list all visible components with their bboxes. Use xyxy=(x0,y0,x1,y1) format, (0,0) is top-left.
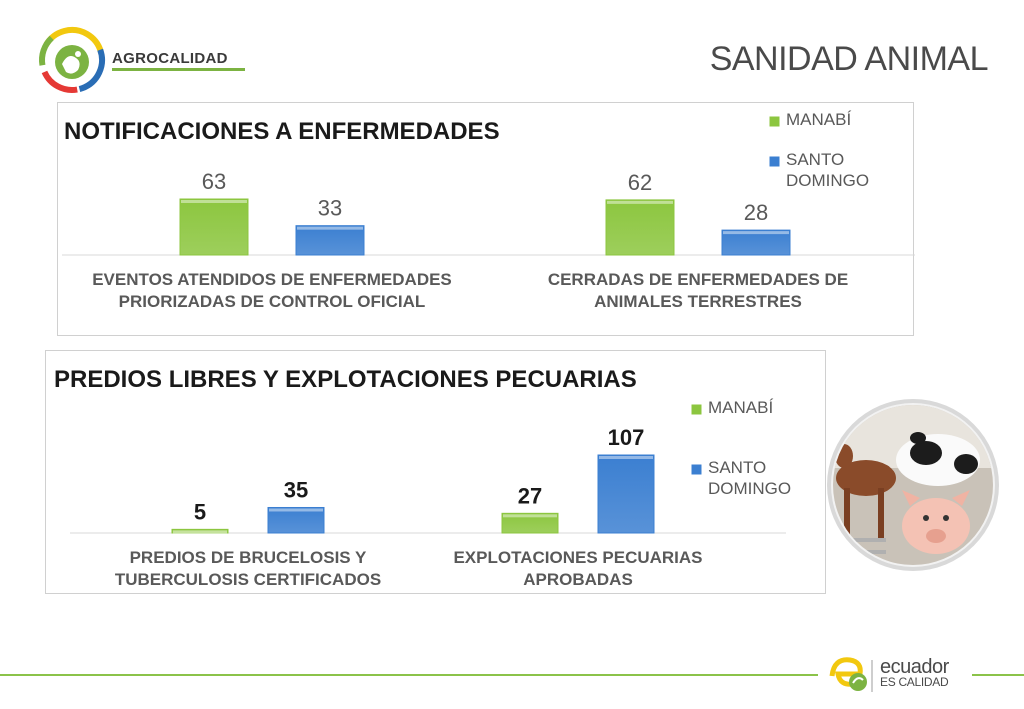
data-label: 27 xyxy=(518,483,542,508)
legend-label-santo-domingo: SANTO xyxy=(708,458,766,477)
chart-predios: PREDIOS LIBRES Y EXPLOTACIONES PECUARIAS… xyxy=(54,366,791,589)
bar-manabi xyxy=(605,199,675,256)
bar-highlight xyxy=(269,508,323,512)
chart-title: NOTIFICACIONES A ENFERMEDADES xyxy=(64,118,500,145)
legend-label-manabi: MANABÍ xyxy=(708,398,773,417)
ecuador-wordmark: ecuador xyxy=(880,656,949,678)
data-label: 62 xyxy=(628,170,652,195)
bar-highlight xyxy=(503,514,557,518)
bar-manabi xyxy=(179,198,249,256)
legend-label-santo-domingo: DOMINGO xyxy=(786,171,869,190)
bar-highlight xyxy=(599,456,653,459)
data-label: 63 xyxy=(202,169,226,194)
brand-underline xyxy=(112,68,245,71)
legend-label-santo-domingo: SANTO xyxy=(786,150,844,169)
footer-line xyxy=(0,674,818,676)
category-label: PREDIOS DE BRUCELOSIS Y xyxy=(130,548,367,567)
category-label: TUBERCULOSIS CERTIFICADOS xyxy=(115,570,381,589)
legend-swatch-santo-domingo xyxy=(691,464,702,475)
chart-panel-notificaciones: NOTIFICACIONES A ENFERMEDADES 63 62 33 28 EVE… xyxy=(57,102,915,336)
data-label: 28 xyxy=(744,200,768,225)
agrocalidad-logo-icon xyxy=(39,27,105,93)
legend-label-santo-domingo: DOMINGO xyxy=(708,479,791,498)
chart-title: PREDIOS LIBRES Y EXPLOTACIONES PECUARIAS xyxy=(54,366,637,393)
bar-highlight xyxy=(181,200,247,203)
bar-highlight xyxy=(723,231,789,235)
bar-santo-domingo xyxy=(267,506,325,534)
category-label: APROBADAS xyxy=(523,570,633,589)
category-label: ANIMALES TERRESTRES xyxy=(594,292,802,311)
legend-swatch-manabi xyxy=(769,116,780,127)
ecuador-logo-icon xyxy=(829,657,873,692)
brand-name: AGROCALIDAD xyxy=(112,50,228,67)
bar-santo-domingo xyxy=(295,225,365,256)
legend-swatch-santo-domingo xyxy=(769,156,780,167)
chart-notificaciones: NOTIFICACIONES A ENFERMEDADES 63 62 33 28 EVE… xyxy=(62,110,915,311)
category-label: EVENTOS ATENDIDOS DE ENFERMEDADES xyxy=(92,270,452,289)
bar-highlight xyxy=(607,200,673,204)
bar-santo-domingo xyxy=(721,229,791,256)
category-label: EXPLOTACIONES PECUARIAS xyxy=(453,548,702,567)
data-label: 107 xyxy=(608,425,645,450)
bar-manabi xyxy=(501,512,559,534)
bar-santo-domingo xyxy=(597,454,655,534)
category-label: CERRADAS DE ENFERMEDADES DE xyxy=(548,270,848,289)
bar-manabi xyxy=(171,528,229,534)
legend-swatch-manabi xyxy=(691,404,702,415)
bar-highlight xyxy=(297,226,363,230)
legend-label-manabi: MANABÍ xyxy=(786,110,851,129)
chart-panel-predios: PREDIOS LIBRES Y EXPLOTACIONES PECUARIAS… xyxy=(45,350,826,594)
livestock-photo xyxy=(827,399,999,571)
category-label: PRIORIZADAS DE CONTROL OFICIAL xyxy=(119,292,426,311)
data-label: 5 xyxy=(194,499,206,524)
footer-line-end xyxy=(972,674,1024,676)
data-label: 33 xyxy=(318,196,342,221)
ecuador-submark: ES CALIDAD xyxy=(880,675,949,689)
data-label: 35 xyxy=(284,477,308,502)
page-title: SANIDAD ANIMAL xyxy=(709,40,989,78)
bar-highlight xyxy=(173,530,227,534)
